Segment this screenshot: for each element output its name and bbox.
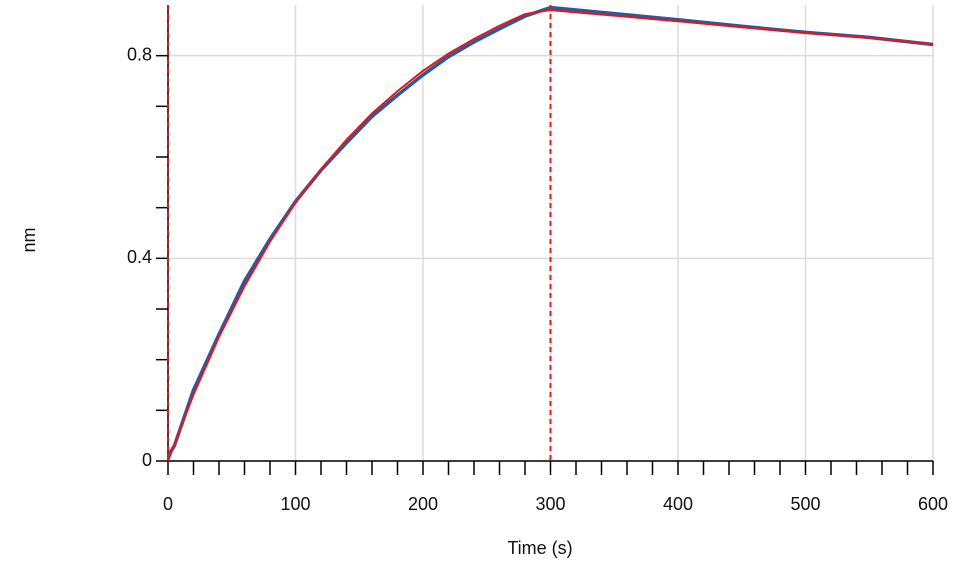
x-axis-label: Time (s)	[507, 538, 572, 558]
data-line	[166, 5, 934, 457]
y-tick-label: 0	[142, 450, 152, 470]
y-tick-label: 0.4	[127, 247, 152, 267]
x-tick-label: 400	[663, 494, 693, 514]
x-tick-label: 600	[918, 494, 948, 514]
y-axis-label: nm	[19, 227, 39, 252]
y-tick-label: 0.8	[127, 44, 152, 64]
x-tick-label: 200	[408, 494, 438, 514]
data-line	[167, 9, 934, 462]
x-tick-label: 300	[535, 494, 565, 514]
x-tick-label: 500	[790, 494, 820, 514]
x-tick-label: 100	[280, 494, 310, 514]
x-tick-label: 0	[163, 494, 173, 514]
